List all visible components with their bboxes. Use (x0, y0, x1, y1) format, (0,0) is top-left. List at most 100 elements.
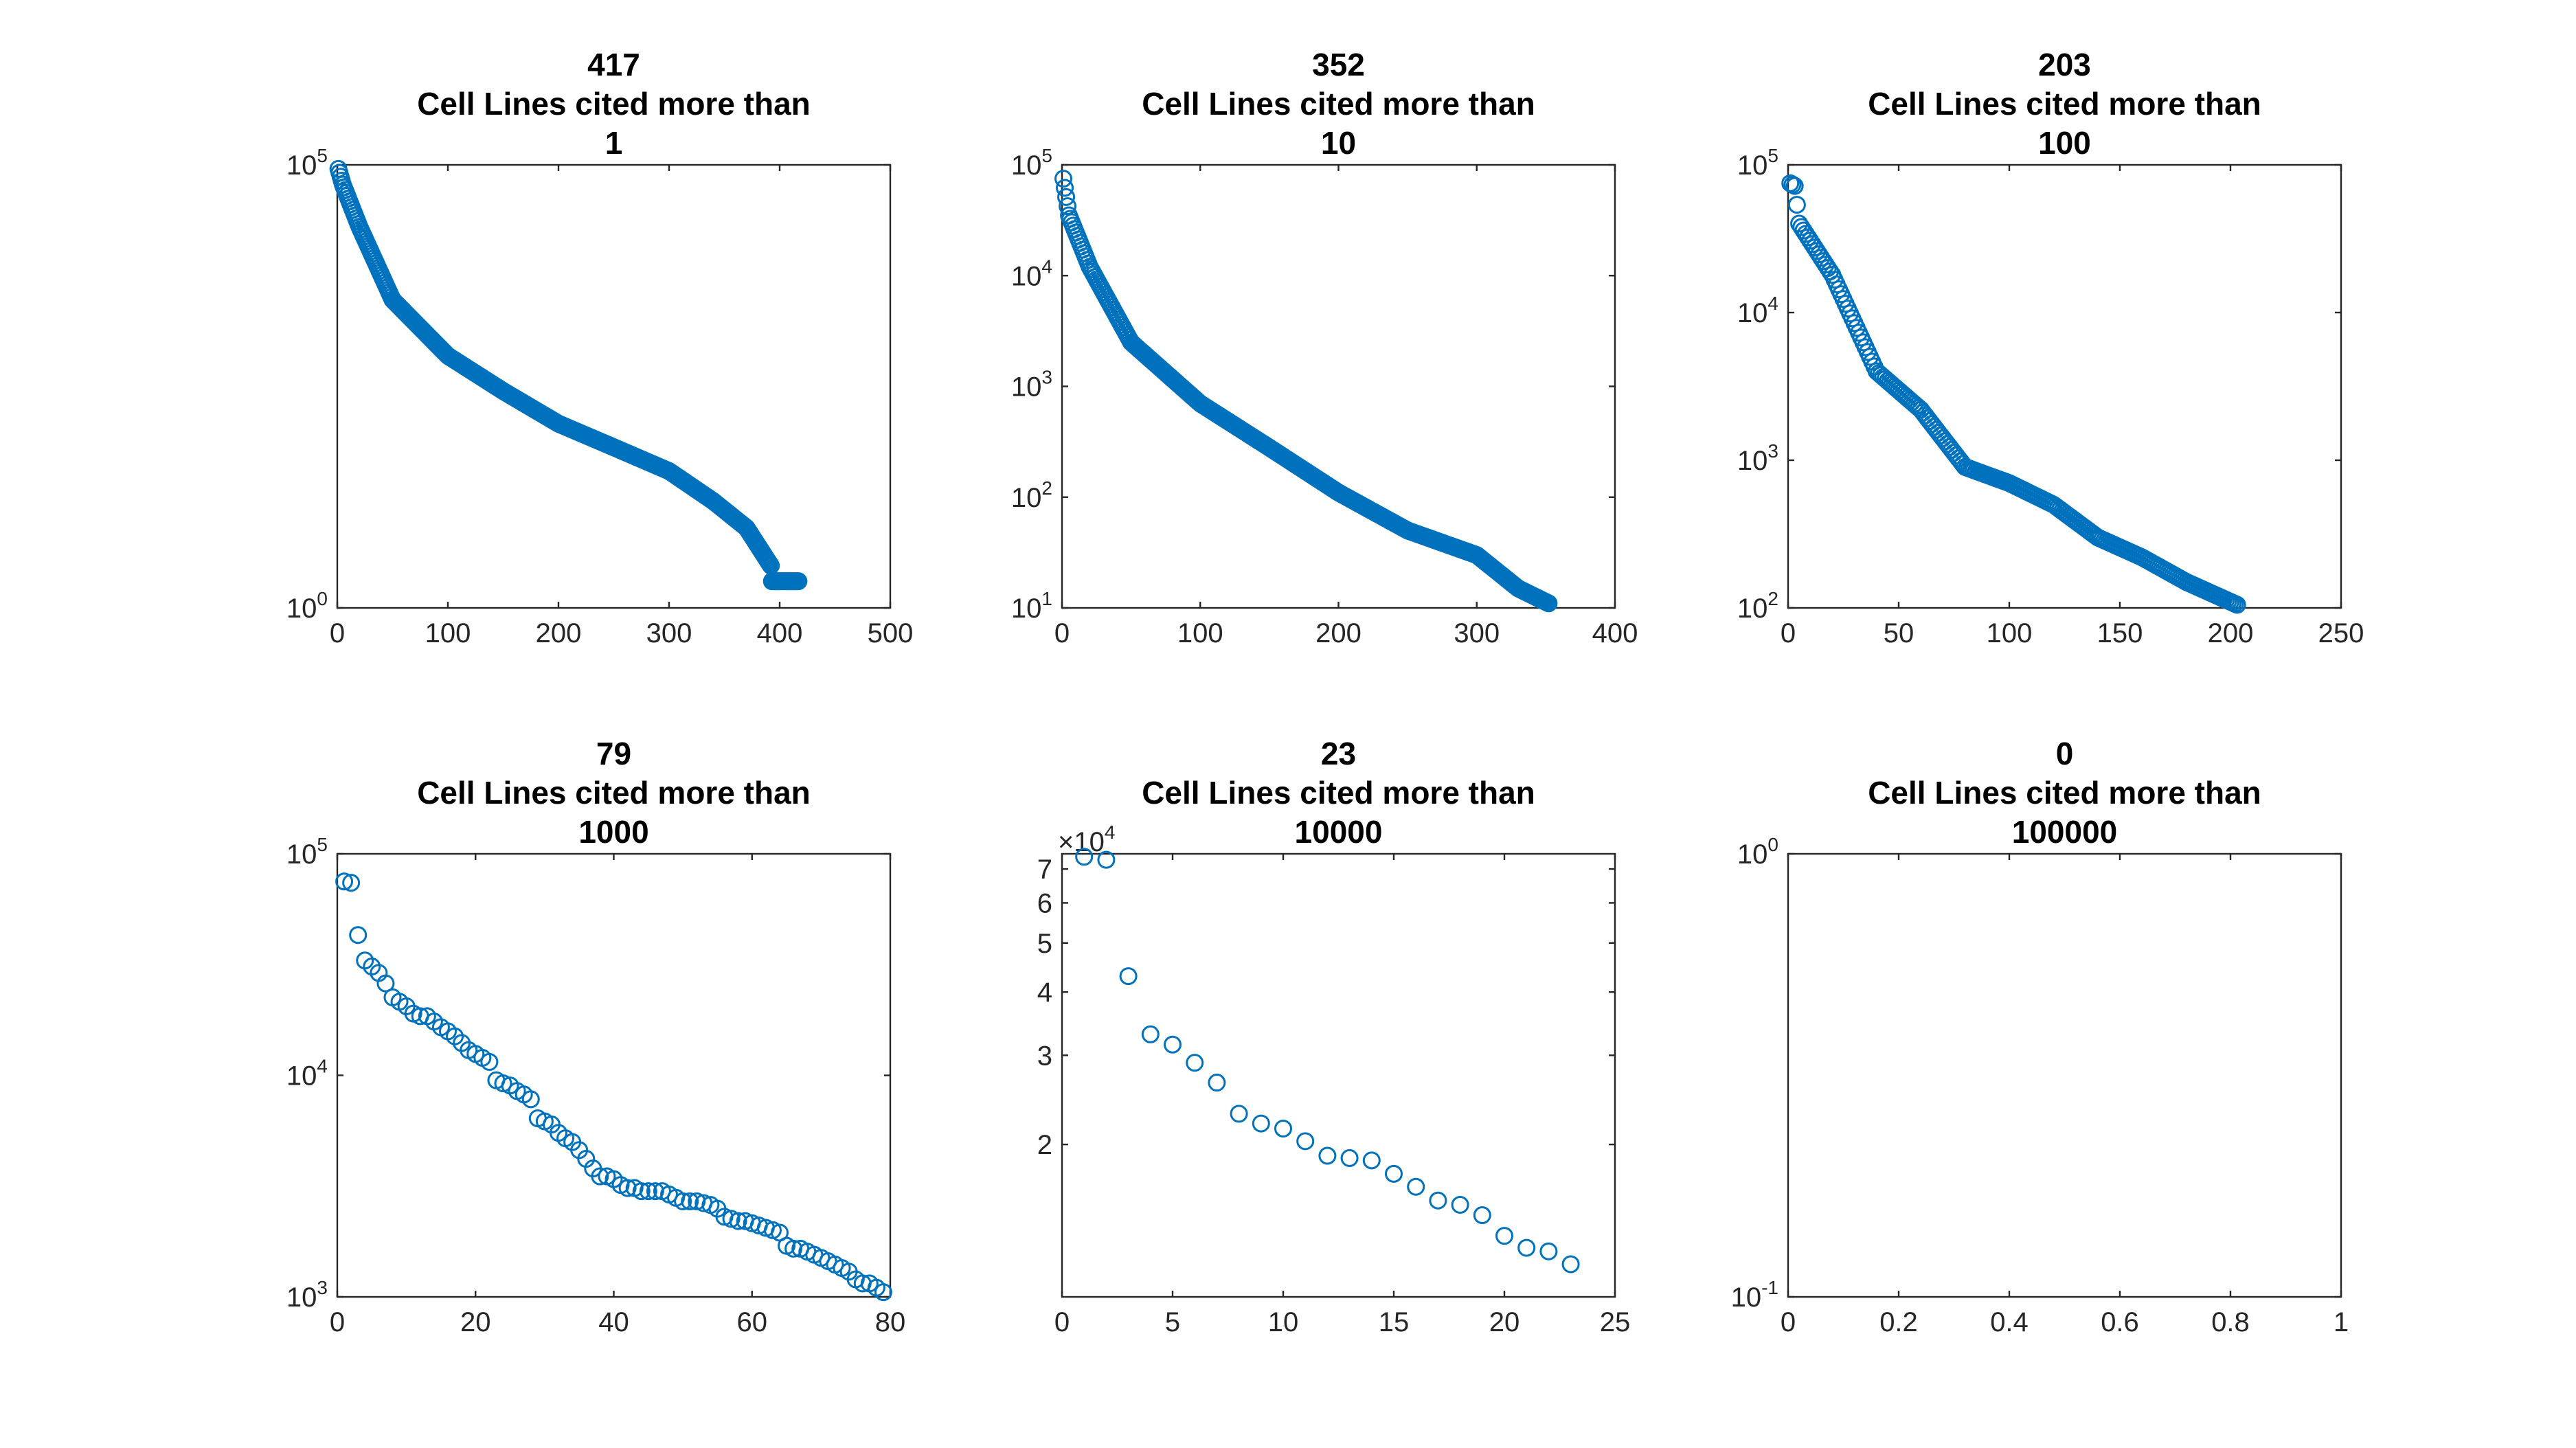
data-point (632, 1182, 651, 1201)
x-tick-label: 0 (1054, 1307, 1070, 1337)
y-tick-label: 2 (1037, 1130, 1052, 1160)
data-point (480, 1052, 499, 1071)
x-tick-label: 20 (460, 1307, 491, 1337)
x-tick-label: 0 (330, 1307, 345, 1337)
data-point (1495, 1227, 1513, 1245)
axes-box (336, 852, 892, 1298)
title-line-3: 1 (605, 125, 623, 161)
y-tick-label: 104 (1011, 256, 1052, 291)
y-tick-label: 104 (286, 1056, 328, 1091)
data-point (1164, 1035, 1182, 1054)
y-tick-label: 101 (1011, 588, 1052, 624)
x-tick-label: 40 (598, 1307, 629, 1337)
title-line-1: 417 (587, 47, 640, 82)
x-tick-label: 0.4 (1990, 1307, 2029, 1337)
data-point (1230, 1105, 1248, 1123)
x-tick-label: 80 (875, 1307, 906, 1337)
data-point (674, 1192, 692, 1210)
title-line-2: Cell Lines cited more than (1142, 775, 1535, 811)
y-tick-label: 4 (1037, 977, 1052, 1008)
x-tick-label: 200 (1315, 618, 1362, 648)
y-tick-label: 105 (286, 145, 328, 181)
title-line-1: 23 (1321, 736, 1356, 771)
y-tick-label: 5 (1037, 929, 1052, 959)
data-point (1539, 594, 1558, 613)
data-point (1274, 1119, 1292, 1138)
data-point (591, 1167, 609, 1186)
data-point (1119, 967, 1138, 986)
x-tick-label: 10 (1268, 1307, 1299, 1337)
data-point (376, 974, 395, 993)
scatter-series (1054, 170, 1558, 613)
data-point (521, 1090, 540, 1109)
title-line-2: Cell Lines cited more than (1868, 86, 2261, 122)
x-tick-label: 150 (2097, 618, 2143, 648)
title-line-1: 79 (596, 736, 631, 771)
y-tick-label: 100 (1737, 834, 1778, 870)
axes-box (1061, 163, 1616, 609)
title-line-2: Cell Lines cited more than (417, 775, 811, 811)
data-point (1057, 188, 1076, 206)
data-point (729, 1212, 747, 1230)
data-point (646, 1182, 664, 1201)
y-tick-label: 3 (1037, 1041, 1052, 1071)
y-tick-label: 105 (1737, 145, 1778, 181)
data-point (1186, 1054, 1204, 1072)
x-tick-label: 100 (425, 618, 471, 648)
x-tick-label: 0.8 (2211, 1307, 2250, 1337)
axes-box (1787, 163, 2342, 609)
x-tick-label: 50 (1884, 618, 1914, 648)
y-tick-label: 6 (1037, 888, 1052, 918)
x-tick-label: 200 (536, 618, 582, 648)
data-point (335, 872, 354, 891)
axes-box (1061, 852, 1616, 1298)
y-tick-label: 100 (286, 588, 328, 624)
x-tick-label: 1 (2334, 1307, 2349, 1337)
x-tick-label: 250 (2318, 618, 2364, 648)
y-tick-label: 102 (1011, 477, 1052, 513)
y-tick-label: 103 (1737, 440, 1778, 476)
y-tick-label: 103 (1011, 367, 1052, 403)
data-point (1429, 1191, 1447, 1210)
x-tick-label: 100 (1987, 618, 2033, 648)
x-tick-label: 15 (1379, 1307, 1410, 1337)
data-point (1318, 1146, 1337, 1165)
y-tick-label: 105 (286, 834, 328, 870)
title-line-1: 203 (2038, 47, 2091, 82)
data-point (349, 926, 368, 944)
x-tick-label: 25 (1600, 1307, 1631, 1337)
axes-box (336, 163, 892, 609)
data-point (494, 1074, 512, 1093)
title-line-3: 10 (1321, 125, 1356, 161)
data-point (722, 1210, 741, 1228)
x-tick-label: 5 (1165, 1307, 1180, 1337)
x-tick-label: 0.2 (1879, 1307, 1918, 1337)
y-tick-label: 103 (286, 1277, 328, 1313)
data-point (1787, 196, 1806, 214)
title-line-2: Cell Lines cited more than (417, 86, 811, 122)
scatter-series (335, 872, 892, 1302)
x-tick-label: 200 (2208, 618, 2254, 648)
y-tick-label: 10-1 (1731, 1277, 1778, 1313)
data-point (1208, 1074, 1226, 1092)
data-point (639, 1182, 657, 1201)
scatter-series (1781, 174, 2246, 614)
x-tick-label: 300 (646, 618, 692, 648)
x-tick-label: 0.6 (2101, 1307, 2139, 1337)
title-line-3: 10000 (1295, 814, 1383, 850)
x-tick-label: 100 (1177, 618, 1223, 648)
data-point (1385, 1164, 1403, 1183)
scatter-series (1075, 848, 1580, 1274)
data-point (1059, 197, 1077, 216)
data-point (1340, 1149, 1359, 1167)
data-point (1141, 1025, 1160, 1043)
title-line-3: 100000 (2012, 814, 2118, 850)
data-point (1539, 1242, 1558, 1260)
data-point (1054, 170, 1073, 188)
x-tick-label: 20 (1489, 1307, 1520, 1337)
title-line-3: 100 (2038, 125, 2091, 161)
y-tick-label: 7 (1037, 855, 1052, 885)
data-point (681, 1192, 699, 1210)
